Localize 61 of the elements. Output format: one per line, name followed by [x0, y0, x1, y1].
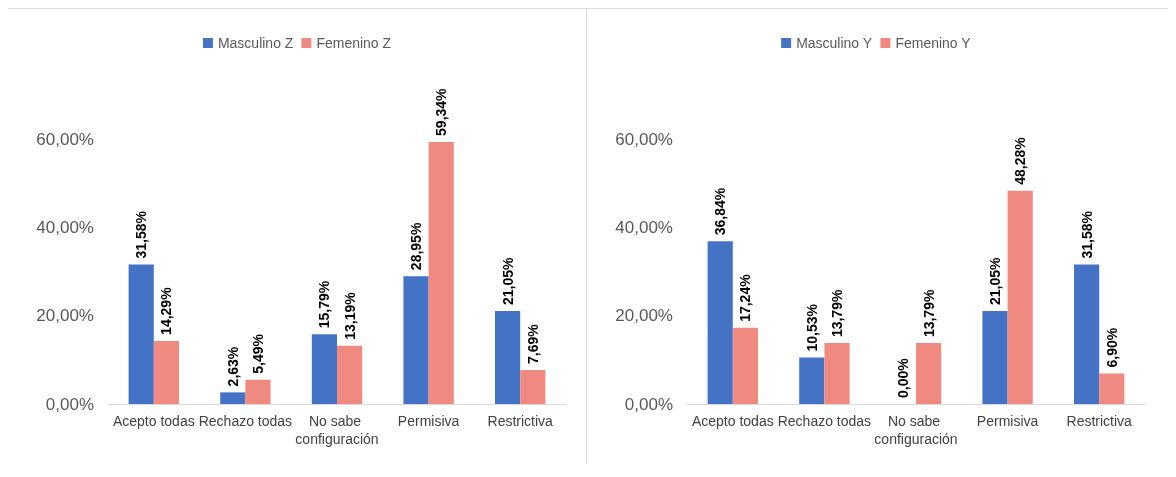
- bar: [428, 141, 454, 404]
- x-tick-label: Permisiva: [397, 413, 460, 429]
- data-label: 17,24%: [737, 273, 754, 322]
- x-tick-label: No sabe configuración: [295, 413, 379, 447]
- bar: [220, 392, 246, 404]
- data-label: 7,69%: [524, 323, 541, 365]
- legend-label: Femenino Y: [895, 35, 972, 51]
- bar: [824, 343, 850, 404]
- data-label: 0,00%: [895, 357, 912, 398]
- x-tick-label: Permisiva: [976, 413, 1039, 429]
- legend-label: Masculino Y: [796, 35, 873, 51]
- data-label: 13,79%: [828, 289, 845, 338]
- data-label: 21,05%: [499, 257, 516, 306]
- bar: [337, 345, 363, 404]
- bar: [245, 379, 271, 404]
- bar: [982, 311, 1008, 404]
- y-tick-label: 20,00%: [615, 306, 673, 326]
- data-label: 6,90%: [1103, 327, 1120, 368]
- data-label: 14,29%: [158, 286, 175, 335]
- data-label: 5,49%: [249, 333, 266, 374]
- y-tick-label: 20,00%: [36, 306, 94, 326]
- y-tick-label: 40,00%: [36, 217, 94, 237]
- data-label: 31,58%: [133, 210, 150, 259]
- legend-label: Femenino Z: [316, 35, 392, 51]
- bar: [1007, 190, 1033, 404]
- y-tick-label: 40,00%: [615, 217, 673, 237]
- bar: [128, 264, 154, 404]
- data-label: 13,79%: [920, 289, 937, 338]
- x-tick-label: Rechazo todas: [198, 413, 293, 429]
- bar: [311, 334, 337, 404]
- y-tick-label: 0,00%: [624, 394, 673, 414]
- data-label: 13,19%: [341, 291, 358, 340]
- data-label: 28,95%: [408, 222, 425, 271]
- data-label: 10,53%: [803, 303, 820, 352]
- bar: [495, 311, 521, 404]
- x-tick-label: No sabe configuración: [874, 413, 958, 447]
- x-tick-label: Restrictiva: [487, 413, 554, 429]
- bar: [799, 357, 825, 404]
- data-label: 21,05%: [987, 257, 1004, 306]
- bar: [403, 276, 429, 404]
- bar: [707, 241, 733, 404]
- x-tick-label: Restrictiva: [1066, 413, 1133, 429]
- data-label: 31,58%: [1078, 210, 1095, 259]
- y-tick-label: 0,00%: [45, 394, 94, 414]
- bar: [732, 327, 758, 404]
- x-tick-label: Acepto todas: [691, 413, 774, 429]
- legend-label: Masculino Z: [217, 35, 294, 51]
- data-label: 48,28%: [1012, 136, 1029, 185]
- bar: [153, 340, 179, 404]
- data-label: 36,84%: [712, 187, 729, 236]
- x-tick-label: Acepto todas: [112, 413, 195, 429]
- bar: [916, 343, 942, 404]
- bar: [1074, 264, 1100, 404]
- bar: [1099, 373, 1125, 404]
- data-label: 15,79%: [316, 280, 333, 329]
- y-tick-label: 60,00%: [615, 129, 673, 149]
- data-label: 59,34%: [433, 87, 450, 136]
- y-tick-label: 60,00%: [36, 129, 94, 149]
- x-tick-label: Rechazo todas: [777, 413, 872, 429]
- data-label: 2,63%: [224, 346, 241, 387]
- bar: [520, 370, 546, 404]
